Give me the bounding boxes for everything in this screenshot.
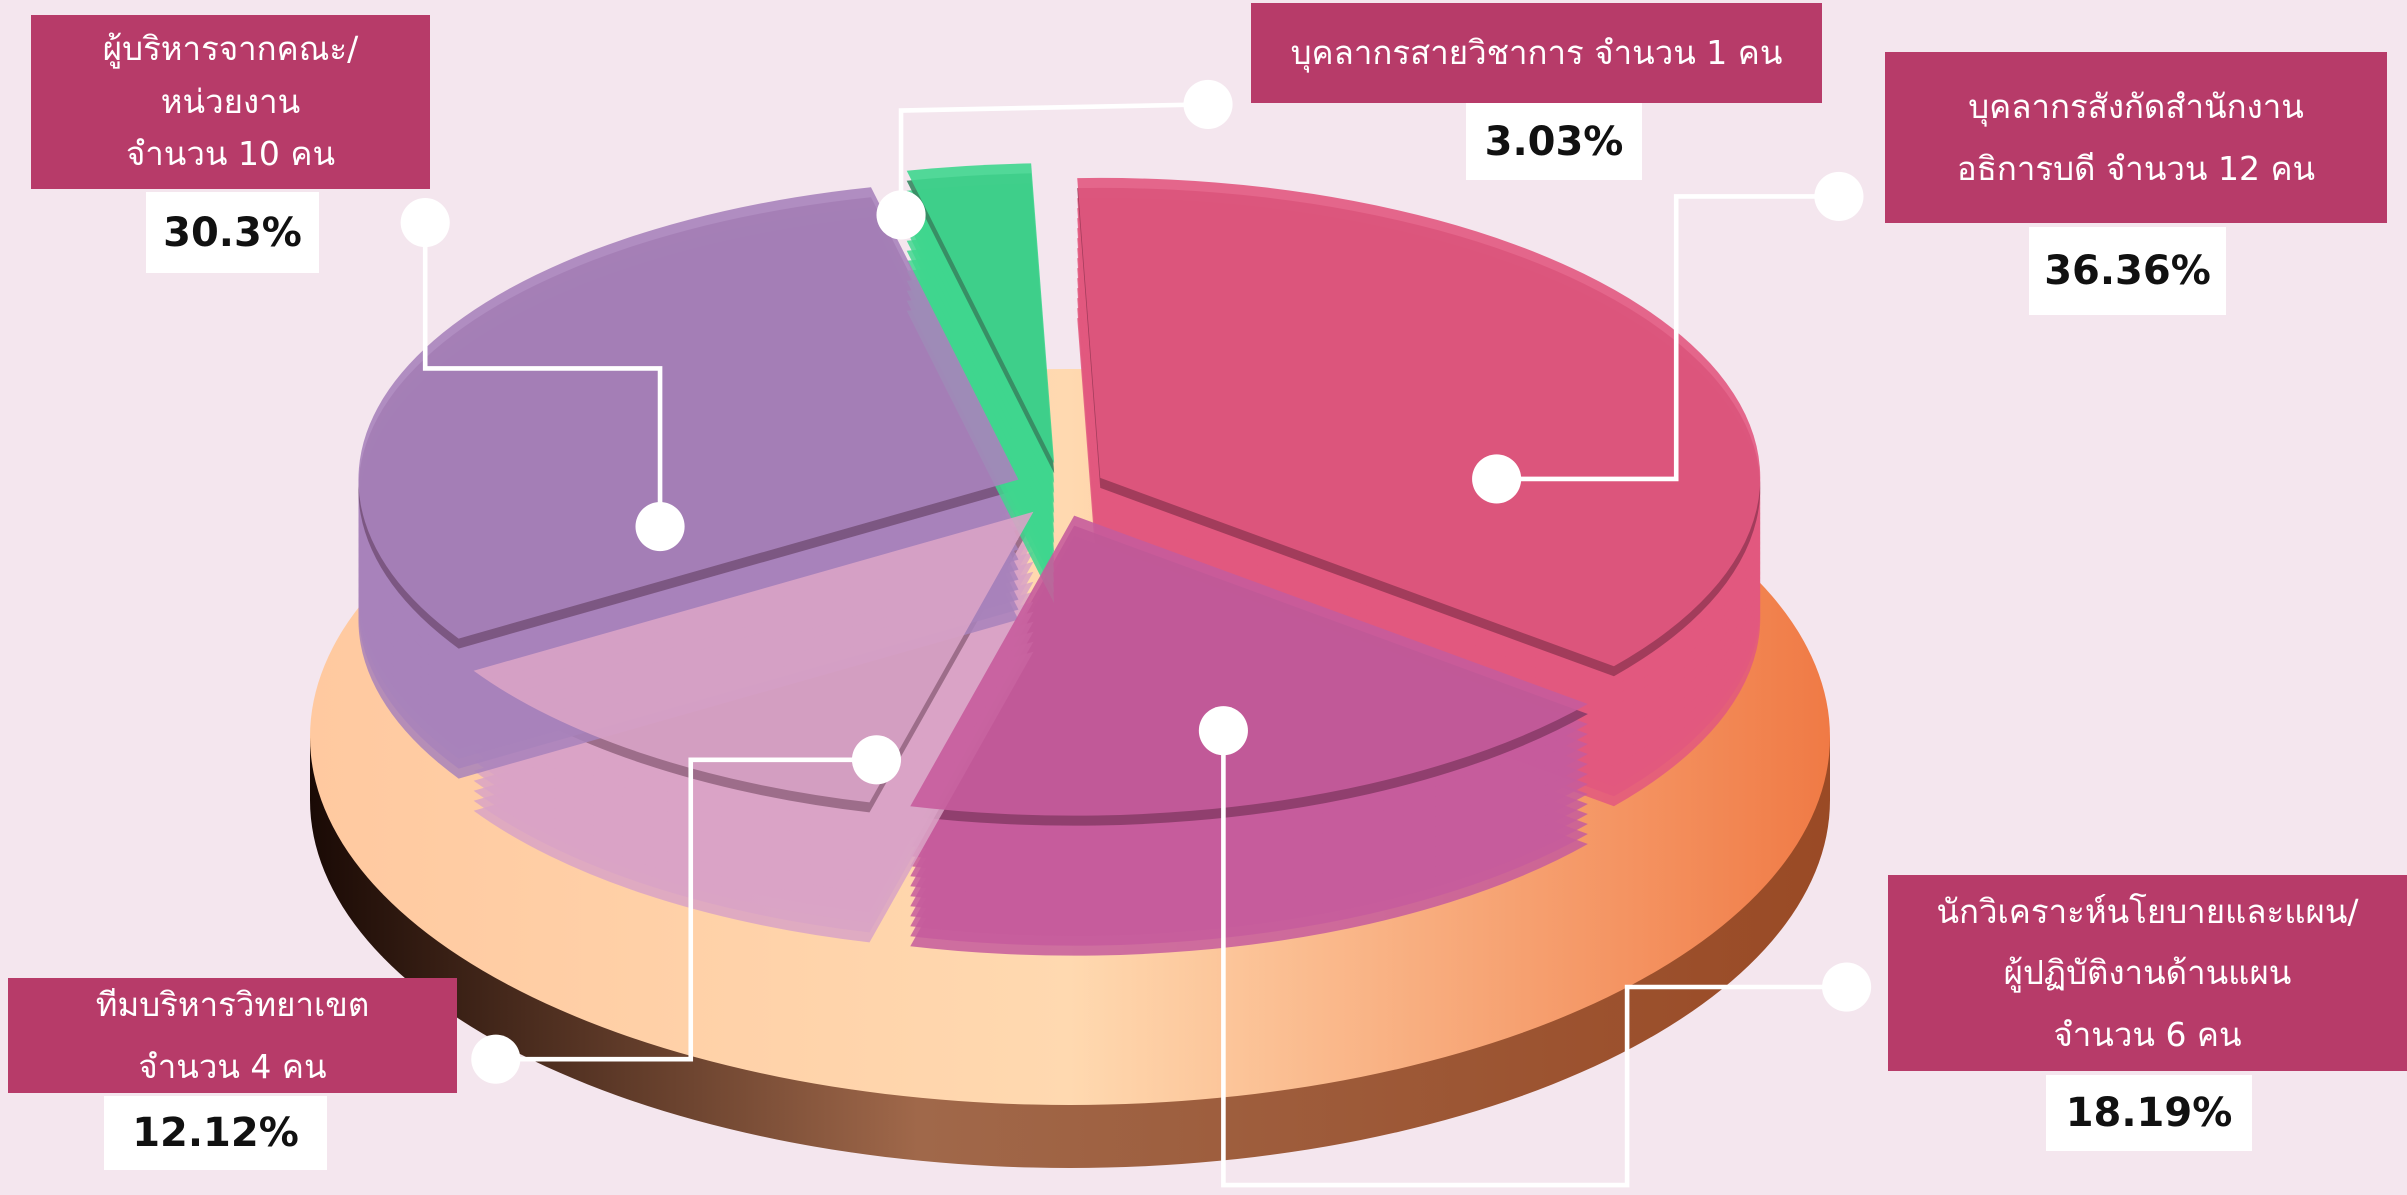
value-label: 18.19% (2046, 1075, 2252, 1151)
connectors (400, 79, 1872, 1188)
slice-label: ทีมบริหารวิทยาเขต จำนวน 4 คน (8, 978, 457, 1093)
slice (906, 163, 1055, 464)
slice (910, 515, 1588, 816)
slices (358, 163, 1761, 956)
value-label: 12.12% (104, 1096, 327, 1170)
value-label: 36.36% (2029, 227, 2226, 315)
value-label: 30.3% (146, 192, 319, 273)
value-label: 3.03% (1466, 103, 1642, 180)
slice (473, 511, 1034, 803)
slice-label: บุคลากรสายวิชาการ จำนวน 1 คน (1251, 3, 1822, 103)
slice-label: ผู้บริหารจากคณะ/ หน่วยงาน จำนวน 10 คน (31, 15, 430, 189)
slice (1077, 177, 1761, 667)
slice-label: บุคลากรสังกัดสำนักงาน อธิการบดี จำนวน 12… (1885, 52, 2387, 223)
slice (358, 187, 1019, 639)
slice-label: นักวิเคราะห์นโยบายและแผน/ ผู้ปฏิบัติงานด… (1888, 875, 2407, 1071)
